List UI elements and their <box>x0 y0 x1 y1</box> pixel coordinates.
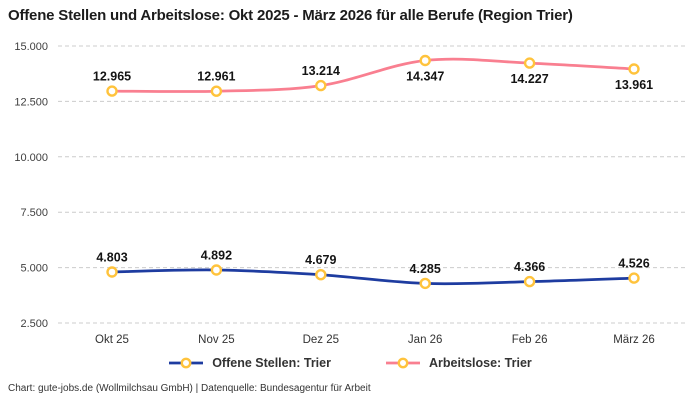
data-label-offene-stellen-trier: 4.803 <box>96 251 127 265</box>
data-label-arbeitslose-trier: 12.965 <box>93 70 131 84</box>
data-point-offene-stellen-trier[interactable] <box>315 268 327 281</box>
y-tick-label: 7.500 <box>20 207 48 219</box>
data-point-arbeitslose-trier[interactable] <box>106 85 118 97</box>
y-tick-label: 10.000 <box>14 152 48 164</box>
data-point-offene-stellen-trier[interactable] <box>628 272 640 284</box>
data-label-arbeitslose-trier: 14.347 <box>406 70 444 84</box>
data-point-arbeitslose-trier[interactable] <box>210 85 223 97</box>
y-tick-label: 15.000 <box>14 41 48 53</box>
legend-item-offene-stellen[interactable]: Offene Stellen: Trier <box>168 356 331 370</box>
series-line-arbeitslose-trier <box>110 57 636 93</box>
legend-marker-icon <box>180 357 192 369</box>
chart-title: Offene Stellen und Arbeitslose: Okt 2025… <box>8 7 573 24</box>
chart-footer: Chart: gute-jobs.de (Wollmilchsau GmbH) … <box>8 383 371 394</box>
legend: Offene Stellen: Trier Arbeitslose: Trier <box>0 349 700 377</box>
data-label-offene-stellen-trier: 4.892 <box>201 249 232 263</box>
legend-swatch-offene-stellen <box>169 357 204 369</box>
series-line-offene-stellen-trier <box>110 268 636 286</box>
y-tick-label: 2.500 <box>20 318 48 330</box>
legend-marker-icon <box>397 357 409 369</box>
data-label-offene-stellen-trier: 4.285 <box>410 262 441 276</box>
x-tick-label: März 26 <box>613 334 655 346</box>
data-label-offene-stellen-trier: 4.526 <box>618 257 649 271</box>
data-label-arbeitslose-trier: 13.214 <box>302 64 340 78</box>
data-label-arbeitslose-trier: 13.961 <box>615 78 653 92</box>
data-label-offene-stellen-trier: 4.366 <box>514 260 545 274</box>
x-tick-label: Nov 25 <box>198 334 234 346</box>
data-point-offene-stellen-trier[interactable] <box>419 277 431 290</box>
data-label-offene-stellen-trier: 4.679 <box>305 253 336 267</box>
data-point-arbeitslose-trier[interactable] <box>419 54 431 67</box>
data-point-arbeitslose-trier[interactable] <box>523 57 536 69</box>
x-tick-label: Dez 25 <box>303 334 339 346</box>
data-point-offene-stellen-trier[interactable] <box>523 275 536 288</box>
legend-label-arbeitslose: Arbeitslose: Trier <box>428 356 532 370</box>
legend-item-arbeitslose[interactable]: Arbeitslose: Trier <box>385 356 532 370</box>
x-tick-label: Okt 25 <box>95 334 129 346</box>
legend-swatch-arbeitslose <box>385 357 420 369</box>
data-point-offene-stellen-trier[interactable] <box>210 264 223 276</box>
x-tick-label: Feb 26 <box>512 334 548 346</box>
data-point-arbeitslose-trier[interactable] <box>315 79 327 92</box>
y-tick-label: 5.000 <box>20 263 48 275</box>
data-label-arbeitslose-trier: 14.227 <box>510 72 548 86</box>
legend-label-offene-stellen: Offene Stellen: Trier <box>212 356 331 370</box>
data-point-offene-stellen-trier[interactable] <box>106 266 118 278</box>
y-tick-label: 12.500 <box>14 96 48 108</box>
data-point-arbeitslose-trier[interactable] <box>628 63 640 75</box>
line-chart-canvas: 15.000 12.500 10.000 7.500 5.000 2.500 Okt 25 N… <box>14 41 688 346</box>
x-tick-label: Jan 26 <box>408 334 443 346</box>
data-label-arbeitslose-trier: 12.961 <box>197 70 235 84</box>
